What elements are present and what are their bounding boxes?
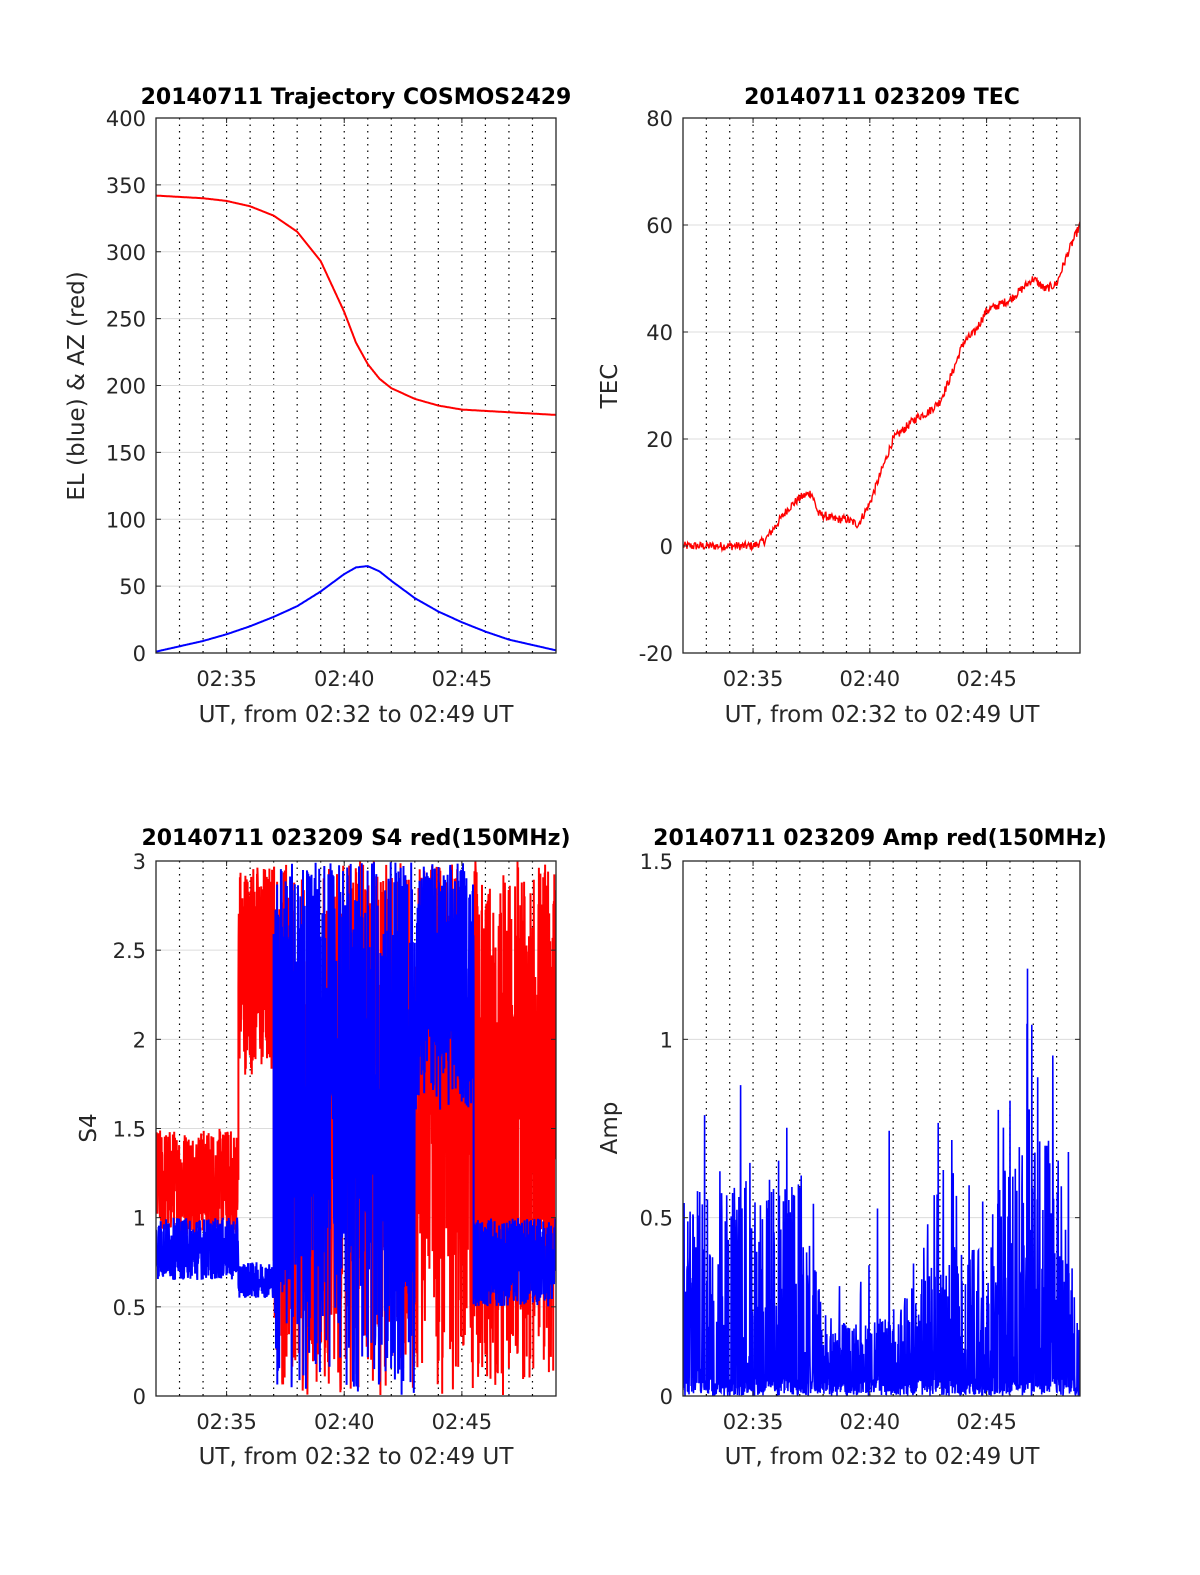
y-tick-label: 50	[119, 575, 146, 599]
x-tick-label: 02:40	[314, 1410, 375, 1434]
y-axis-label: Amp	[597, 1102, 623, 1155]
axes-frame	[682, 117, 1081, 654]
x-tick-label: 02:40	[314, 667, 375, 691]
x-tick-label: 02:45	[432, 1410, 493, 1434]
y-tick-label: 40	[646, 321, 673, 345]
y-tick-label: 3	[133, 850, 146, 874]
series-line-1	[156, 862, 556, 1395]
y-tick-label: 1.5	[113, 1118, 146, 1142]
series-line-0	[683, 968, 1080, 1396]
chart-title: 20140711 023209 S4 red(150MHz)	[141, 826, 570, 851]
y-tick-label: -20	[639, 642, 673, 666]
y-tick-label: 1	[133, 1207, 146, 1231]
x-tick-label: 02:35	[196, 1410, 257, 1434]
y-tick-label: 2.5	[113, 939, 146, 963]
y-tick-label: 250	[106, 308, 146, 332]
y-tick-label: 20	[646, 428, 673, 452]
y-tick-label: 300	[106, 241, 146, 265]
y-tick-label: 1.5	[640, 850, 673, 874]
y-tick-label: 60	[646, 214, 673, 238]
y-tick-label: 2	[133, 1028, 146, 1052]
y-tick-label: 0	[133, 642, 146, 666]
y-tick-label: 350	[106, 174, 146, 198]
y-tick-label: 0.5	[640, 1207, 673, 1231]
y-tick-label: 400	[106, 107, 146, 131]
series-line-1	[156, 565, 556, 653]
axes-frame	[682, 860, 1081, 1397]
y-tick-label: 0	[133, 1385, 146, 1409]
panel-tec: -20 0 20 40 60 80 02:35 02:40 02:45 20140711 023…	[597, 85, 1081, 728]
x-tick-label: 02:40	[840, 667, 901, 691]
series-line-0	[156, 194, 556, 416]
y-tick-label: 0	[660, 535, 673, 559]
chart-title: 20140711 Trajectory COSMOS2429	[141, 85, 572, 110]
x-tick-label: 02:45	[432, 667, 493, 691]
x-tick-label: 02:35	[196, 667, 257, 691]
y-tick-label: 0	[660, 1385, 673, 1409]
x-axis-label: UT, from 02:32 to 02:49 UT	[199, 1444, 515, 1470]
series-line-0	[683, 221, 1080, 553]
y-axis-label: EL (blue) & AZ (red)	[64, 271, 90, 500]
y-axis-label: S4	[76, 1113, 102, 1142]
x-tick-label: 02:40	[840, 1410, 901, 1434]
y-tick-label: 200	[106, 375, 146, 399]
x-tick-label: 02:45	[956, 1410, 1017, 1434]
y-tick-label: 150	[106, 441, 146, 465]
y-tick-label: 100	[106, 508, 146, 532]
x-axis-label: UT, from 02:32 to 02:49 UT	[725, 702, 1041, 728]
y-tick-label: 80	[646, 107, 673, 131]
panel-amp: 0 0.5 1 1.5 02:35 02:40 02:45 20140711 023209 …	[597, 826, 1107, 1470]
x-tick-label: 02:35	[723, 1410, 784, 1434]
y-tick-label: 0.5	[113, 1296, 146, 1320]
chart-title: 20140711 023209 TEC	[744, 85, 1020, 110]
y-tick-label: 1	[660, 1028, 673, 1052]
x-tick-label: 02:45	[956, 667, 1017, 691]
y-axis-label: TEC	[597, 364, 623, 410]
chart-title: 20140711 023209 Amp red(150MHz)	[653, 826, 1107, 851]
x-axis-label: UT, from 02:32 to 02:49 UT	[725, 1444, 1041, 1470]
x-axis-label: UT, from 02:32 to 02:49 UT	[199, 702, 515, 728]
panel-s4: 0 0.5 1 1.5 2 2.5 3 02:35 02:40 02:45 20140711 02…	[76, 826, 571, 1470]
x-tick-label: 02:35	[723, 667, 784, 691]
